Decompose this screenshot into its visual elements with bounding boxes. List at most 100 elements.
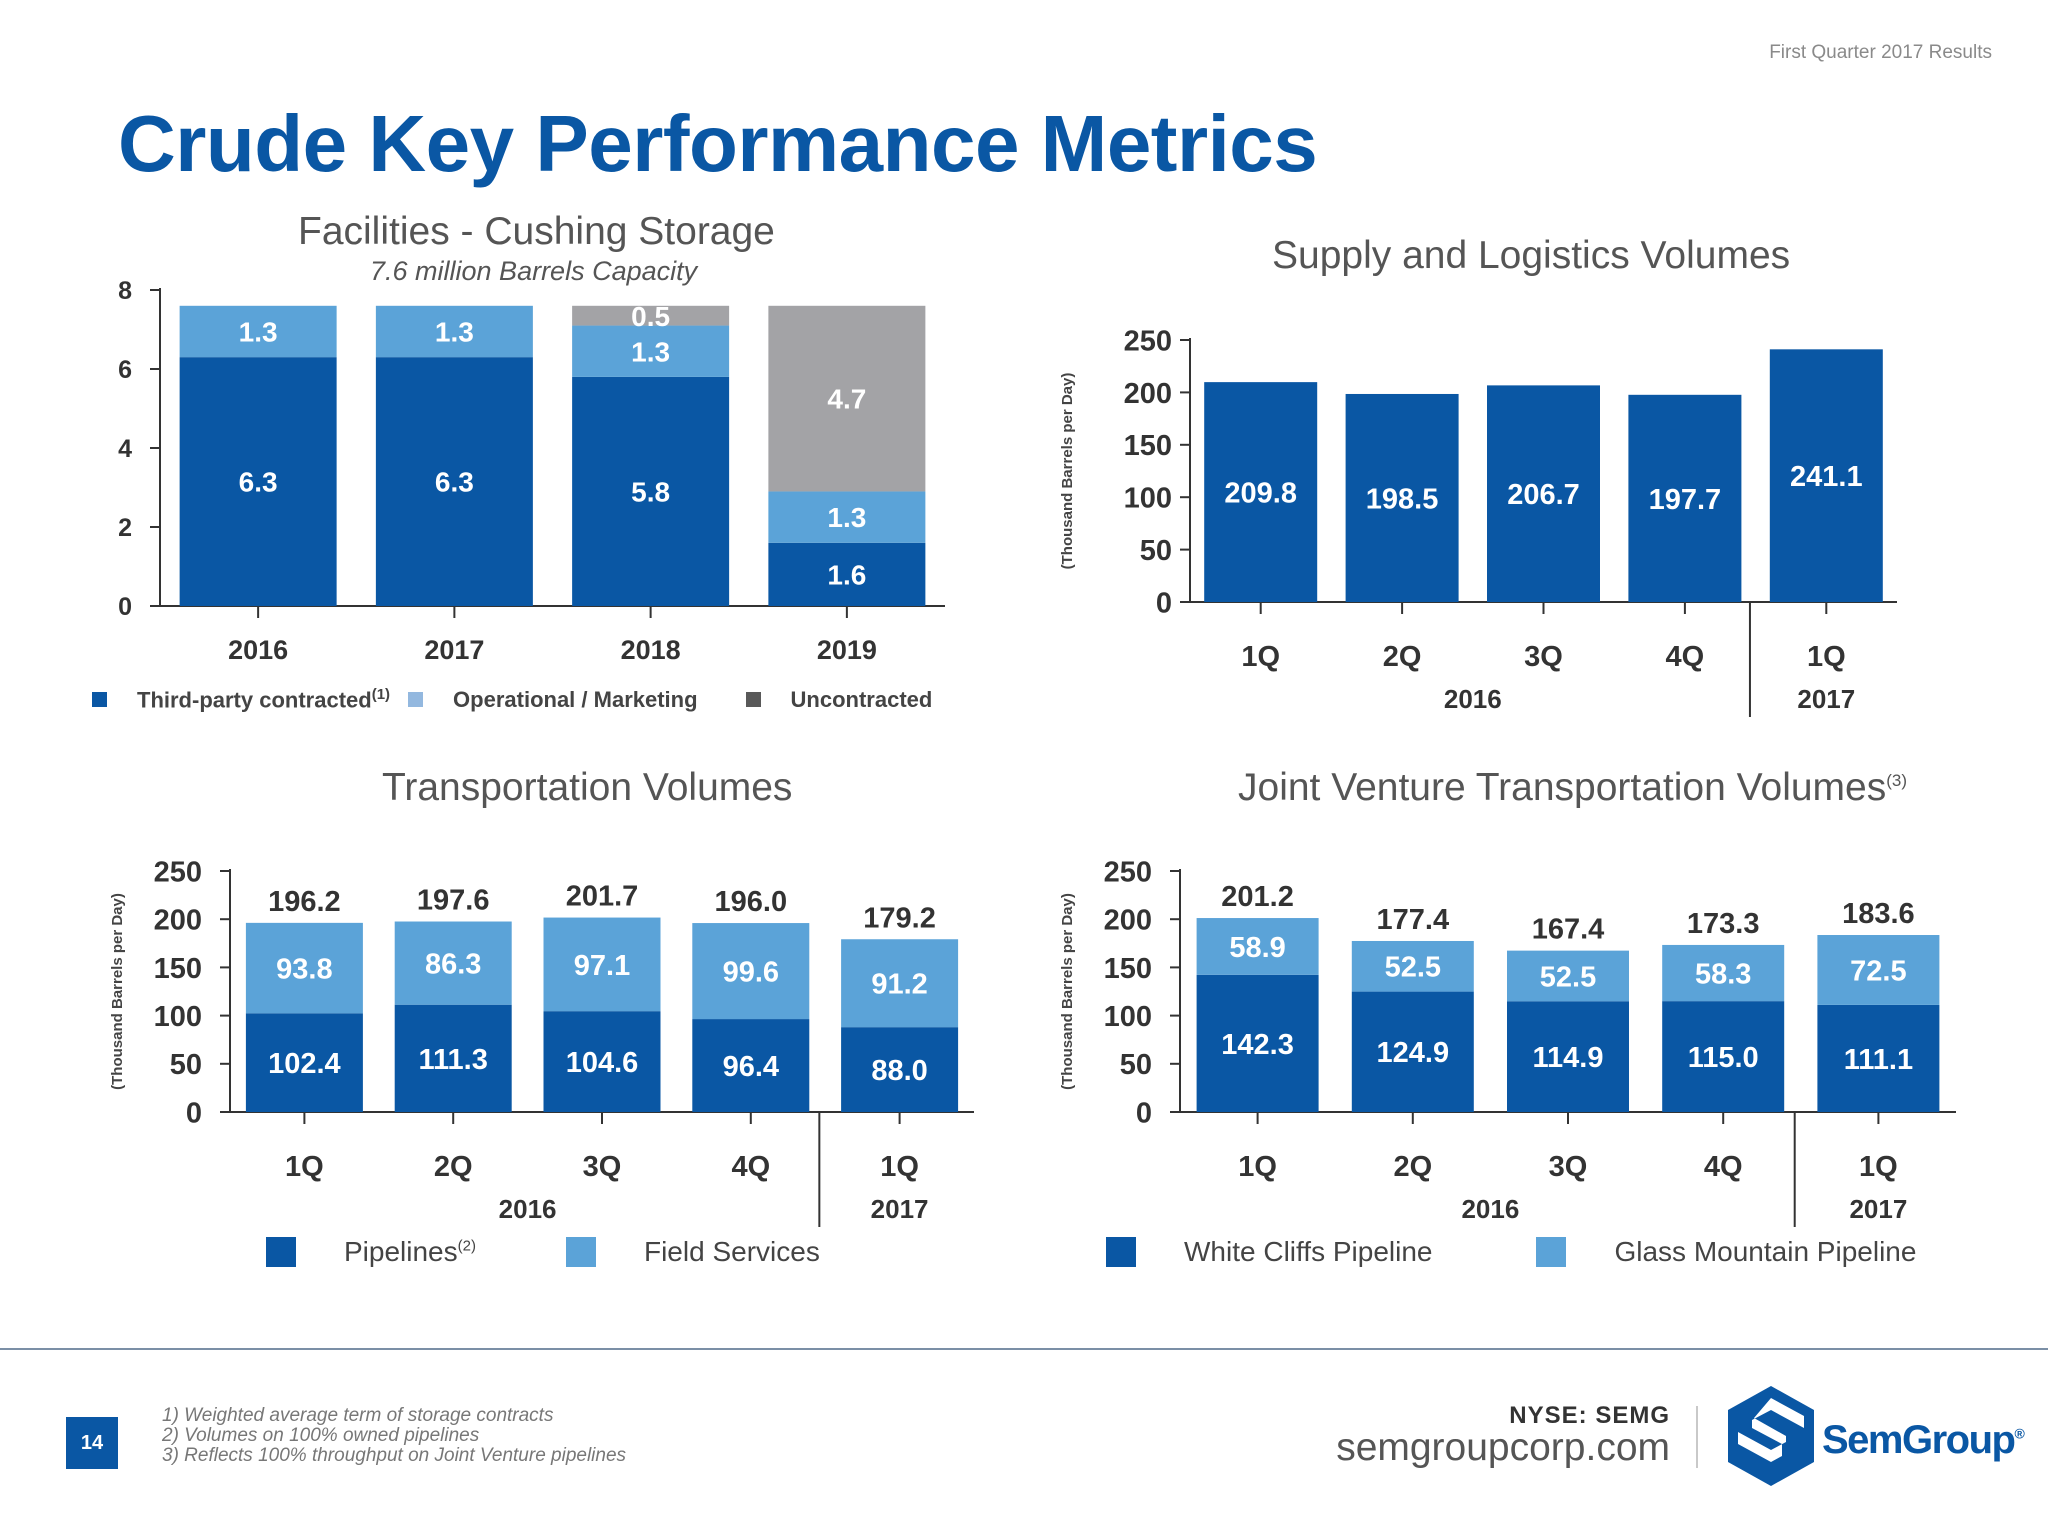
legend-item-uncontracted: Uncontracted xyxy=(745,687,932,713)
bar-value-label: 197.7 xyxy=(1649,484,1722,516)
x-category-label: 2018 xyxy=(621,635,681,665)
jv-chart-title: Joint Venture Transportation Volumes(3) xyxy=(1238,766,1908,809)
bar-value-label: 1.6 xyxy=(827,559,866,590)
bar-value-label: 111.1 xyxy=(1844,1044,1913,1076)
joint-venture-volumes-chart: 0 50 100 150 200 250 (Thousand Barrels per Day… xyxy=(1059,856,1956,1227)
bar-value-label: 115.0 xyxy=(1688,1042,1759,1074)
bar-field-services xyxy=(245,922,363,1014)
footer-divider xyxy=(0,1348,2048,1350)
y-axis-title: (Thousand Barrels per Day) xyxy=(1059,373,1076,570)
bar-third-party-contracted xyxy=(179,357,337,606)
x-category-label: 1Q xyxy=(880,1151,919,1183)
legend-swatch-field-services xyxy=(565,1237,596,1267)
footnotes: 1) Weighted average term of storage cont… xyxy=(162,1406,626,1466)
cushing-chart-subtitle: 7.6 million Barrels Capacity xyxy=(370,256,698,286)
legend-item-glass-mountain: Glass Mountain Pipeline xyxy=(1536,1236,1916,1268)
y-tick-label: 250 xyxy=(1124,325,1172,357)
bar-value-label: 1.3 xyxy=(827,502,866,533)
bar-volumes xyxy=(1345,393,1459,602)
y-tick-label: 2 xyxy=(118,514,132,542)
y-tick-label: 4 xyxy=(118,435,132,463)
cushing-storage-chart: 0 2 4 6 8 6.3 1.3 2016 6.3 1.3 2017 5.8 1.3 0.5 2018 1.… xyxy=(118,277,945,665)
bar-value-label: 4.7 xyxy=(827,384,866,415)
bar-total-label: 177.4 xyxy=(1377,904,1450,936)
x-category-label: 2019 xyxy=(817,635,877,665)
y-tick-label: 0 xyxy=(186,1097,202,1129)
bar-operational-marketing xyxy=(375,305,533,358)
year-group-label: 2016 xyxy=(1461,1194,1519,1224)
legend-item-third-party: Third-party contracted(1) xyxy=(92,686,390,713)
bar-field-services xyxy=(394,921,512,1005)
y-tick-label: 150 xyxy=(1104,953,1152,985)
bar-value-label: 209.8 xyxy=(1224,478,1297,510)
bar-white-cliffs-pipeline xyxy=(1662,1001,1785,1112)
bar-volumes xyxy=(1204,382,1318,602)
y-axis-title: (Thousand Barrels per Day) xyxy=(1059,893,1076,1090)
page-title: Crude Key Performance Metrics xyxy=(118,99,1318,188)
bar-glass-mountain-pipeline xyxy=(1662,944,1785,1002)
website-link[interactable]: semgroupcorp.com xyxy=(1336,1426,1670,1469)
legend-label-operational: Operational / Marketing xyxy=(453,686,698,712)
legend-label-field-services: Field Services xyxy=(643,1236,820,1267)
y-tick-label: 100 xyxy=(154,1001,202,1033)
year-group-label: 2016 xyxy=(1444,684,1502,714)
x-category-label: 3Q xyxy=(1524,641,1563,673)
bar-value-label: 1.3 xyxy=(631,336,670,367)
bar-volumes xyxy=(1769,349,1883,602)
stock-ticker: NYSE: SEMG xyxy=(1509,1402,1670,1429)
legend-item-pipelines: Pipelines(2) xyxy=(266,1236,476,1268)
bar-pipelines xyxy=(841,1027,959,1112)
bar-total-label: 167.4 xyxy=(1532,914,1605,946)
bar-total-label: 183.6 xyxy=(1842,898,1915,930)
x-category-label: 1Q xyxy=(1807,641,1846,673)
bar-value-label: 5.8 xyxy=(631,477,670,508)
x-category-label: 1Q xyxy=(1241,641,1280,673)
legend-item-white-cliffs: White Cliffs Pipeline xyxy=(1106,1236,1432,1268)
legend-swatch-glass-mountain xyxy=(1536,1237,1567,1267)
x-category-label: 4Q xyxy=(1666,641,1705,673)
x-category-label: 1Q xyxy=(285,1151,324,1183)
y-tick-label: 50 xyxy=(1120,1049,1152,1081)
bar-value-label: 97.1 xyxy=(574,950,630,982)
bar-field-services xyxy=(543,917,661,1012)
y-axis-title: (Thousand Barrels per Day) xyxy=(109,893,126,1090)
bar-white-cliffs-pipeline xyxy=(1196,974,1319,1112)
y-tick-label: 200 xyxy=(1124,378,1172,410)
bar-white-cliffs-pipeline xyxy=(1817,1004,1940,1112)
bar-operational-marketing xyxy=(768,491,926,543)
logo-divider xyxy=(1696,1406,1698,1468)
bar-white-cliffs-pipeline xyxy=(1507,1001,1629,1112)
year-group-label: 2017 xyxy=(871,1194,929,1224)
bar-volumes xyxy=(1487,385,1600,602)
bar-operational-marketing xyxy=(572,325,730,377)
bar-value-label: 0.5 xyxy=(631,301,670,332)
x-category-label: 2016 xyxy=(228,635,288,665)
bar-third-party-contracted xyxy=(375,357,533,606)
y-tick-label: 200 xyxy=(1104,905,1152,937)
footnote-2: 2) Volumes on 100% owned pipelines xyxy=(162,1425,480,1446)
year-group-label: 2017 xyxy=(1797,684,1855,714)
y-tick-label: 150 xyxy=(154,953,202,985)
y-tick-label: 150 xyxy=(1124,430,1172,462)
bar-glass-mountain-pipeline xyxy=(1507,950,1629,1002)
bar-value-label: 111.3 xyxy=(419,1044,488,1076)
bar-volumes xyxy=(1628,394,1742,602)
x-category-label: 2Q xyxy=(1383,641,1422,673)
bar-value-label: 6.3 xyxy=(435,467,474,498)
bar-value-label: 96.4 xyxy=(723,1051,779,1083)
y-tick-label: 50 xyxy=(1140,535,1172,567)
footnote-1: 1) Weighted average term of storage cont… xyxy=(162,1405,554,1426)
bar-glass-mountain-pipeline xyxy=(1817,935,1940,1005)
bar-value-label: 72.5 xyxy=(1850,955,1906,987)
bar-glass-mountain-pipeline xyxy=(1351,940,1474,992)
bar-value-label: 52.5 xyxy=(1540,961,1596,993)
bar-value-label: 6.3 xyxy=(239,467,278,498)
y-tick-label: 0 xyxy=(118,593,132,621)
semgroup-logo-text: SemGroup® xyxy=(1822,1418,2025,1462)
y-tick-label: 8 xyxy=(118,277,132,305)
bar-total-label: 201.7 xyxy=(566,881,639,913)
y-tick-label: 250 xyxy=(154,856,202,888)
page-number: 14 xyxy=(66,1417,118,1469)
legend-swatch-operational xyxy=(408,692,424,708)
transportation-volumes-chart: 0 50 100 150 200 250 (Thousand Barrels per Day… xyxy=(109,856,974,1227)
